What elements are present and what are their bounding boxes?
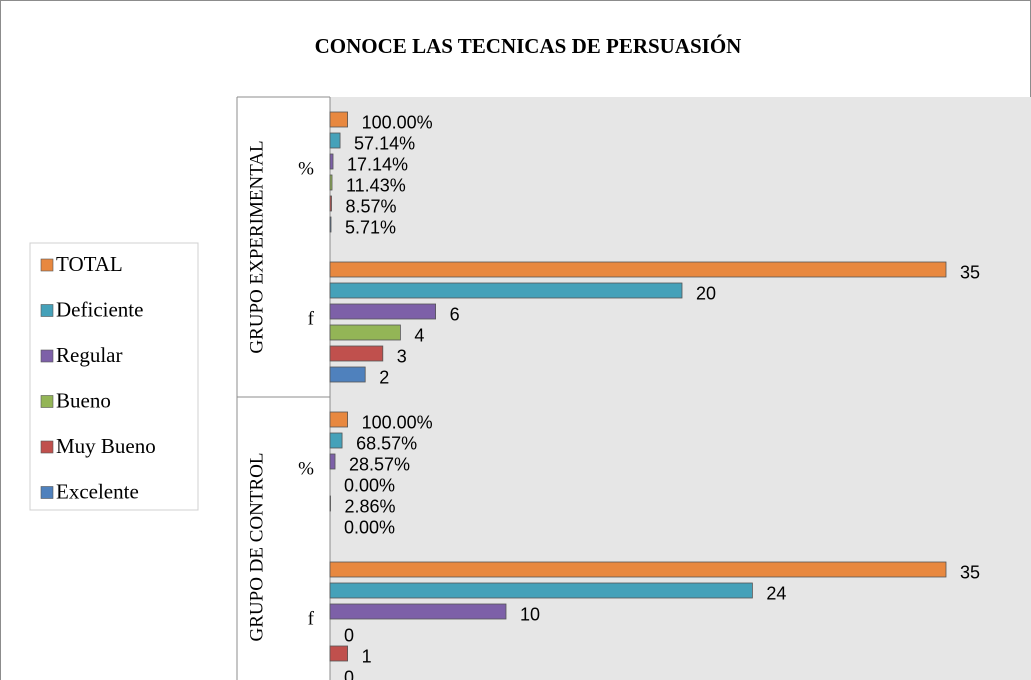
bar [329,561,947,578]
legend-label: Deficiente [56,297,143,321]
category-label: f [308,308,315,329]
bar [329,282,683,299]
legend-swatch [40,258,54,272]
value-label: 8.57% [346,196,397,216]
category-label: % [298,158,314,179]
value-label: 0 [344,625,354,645]
bar [329,261,947,278]
value-label: 11.43% [346,175,406,195]
bar [329,195,332,212]
bar [329,153,334,170]
category-label: % [298,458,314,479]
value-label: 3 [397,346,407,366]
bar [329,366,366,383]
legend-label: TOTAL [56,252,123,276]
legend-label: Regular [56,343,122,367]
value-label: 57.14% [354,133,415,153]
value-label: 10 [520,604,540,624]
value-label: 2.86% [345,496,396,516]
bar [329,345,384,362]
bar [329,645,349,662]
bar [329,432,343,449]
legend-swatch [40,440,54,454]
legend-box [29,242,199,511]
bar [329,603,507,620]
bar [329,324,401,341]
group-label: GRUPO EXPERIMENTAL [246,140,267,353]
value-label: 2 [379,367,389,387]
value-label: 35 [960,262,980,282]
bar [329,111,349,128]
value-label: 68.57% [356,433,417,453]
value-label: 17.14% [347,154,408,174]
value-label: 28.57% [349,454,410,474]
bar [329,411,349,428]
bar [329,216,332,233]
value-label: 1 [362,646,372,666]
value-label: 5.71% [345,217,396,237]
bar [329,303,436,320]
bar [329,174,333,191]
value-label: 0.00% [344,475,395,495]
legend-label: Excelente [56,479,139,503]
bar [329,453,336,470]
value-label: 100.00% [362,112,433,132]
legend-label: Bueno [56,388,111,412]
value-label: 100.00% [362,412,433,432]
value-label: 6 [450,304,460,324]
bar [329,582,753,599]
value-label: 4 [414,325,424,345]
value-label: 20 [696,283,716,303]
value-label: 0 [344,667,354,680]
legend-swatch [40,395,54,408]
legend-swatch [40,304,54,317]
category-label: f [308,608,315,629]
value-label: 35 [960,562,980,582]
bar [329,495,331,512]
group-label: GRUPO DE CONTROL [246,453,267,642]
value-label: 0.00% [344,517,395,537]
chart-title: CONOCE LAS TECNICAS DE PERSUASIÓN [315,34,742,58]
value-label: 24 [766,583,786,603]
bar [329,132,341,149]
legend-swatch [40,486,54,499]
legend-label: Muy Bueno [56,434,156,458]
legend-swatch [40,349,54,363]
